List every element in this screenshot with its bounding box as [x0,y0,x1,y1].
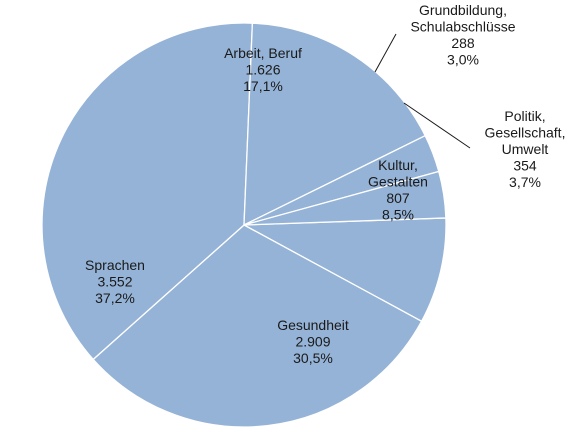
slice-value-0: 807 [386,190,410,206]
slice-name-5: Politik, [504,108,545,124]
slice-label-3: Arbeit, Beruf 1.626 17,1% [224,45,302,94]
slice-name-4: Grundbildung, [419,2,507,18]
slice-percent-5: 3,7% [509,174,541,190]
leader-line-5 [403,102,471,149]
pie-slice-1 [92,224,423,428]
slice-labels: Kultur, Gestalten 807 8,5% Gesundheit 2.909 30… [85,2,565,366]
pie-slice-3 [243,22,427,227]
slice-value-1: 2.909 [295,334,330,350]
slice-name-5: Umwelt [502,141,549,157]
slice-label-0: Kultur, Gestalten 807 8,5% [368,157,428,223]
slice-label-2: Sprachen 3.552 37,2% [85,257,145,306]
slice-percent-4: 3,0% [447,52,479,68]
slice-name-3: Arbeit, Beruf [224,45,302,61]
pie-slices [41,22,447,428]
slice-name-1: Gesundheit [277,317,349,333]
slice-name-4: Schulabschlüsse [410,19,515,35]
slice-value-4: 288 [451,35,475,51]
slice-name-5: Gesellschaft, [485,125,566,141]
slice-name-2: Sprachen [85,257,145,273]
slice-value-3: 1.626 [245,62,280,78]
slice-name-0: Kultur, [378,157,418,173]
slice-name-0: Gestalten [368,174,428,190]
slice-percent-2: 37,2% [95,290,135,306]
slice-value-5: 354 [513,158,537,174]
pie-slice-2 [41,22,254,361]
leader-lines [374,33,471,149]
leader-line-4 [374,33,397,73]
slice-percent-0: 8,5% [382,207,414,223]
slice-label-4: Grundbildung, Schulabschlüsse 288 3,0% [410,2,515,68]
slice-value-2: 3.552 [97,274,132,290]
slice-label-5: Politik, Gesellschaft, Umwelt 354 3,7% [485,108,566,190]
pie-slice-5 [243,170,447,226]
slice-percent-1: 30,5% [293,350,333,366]
slice-label-1: Gesundheit 2.909 30,5% [277,317,349,366]
pie-slice-0 [241,217,447,323]
slice-percent-3: 17,1% [243,78,283,94]
